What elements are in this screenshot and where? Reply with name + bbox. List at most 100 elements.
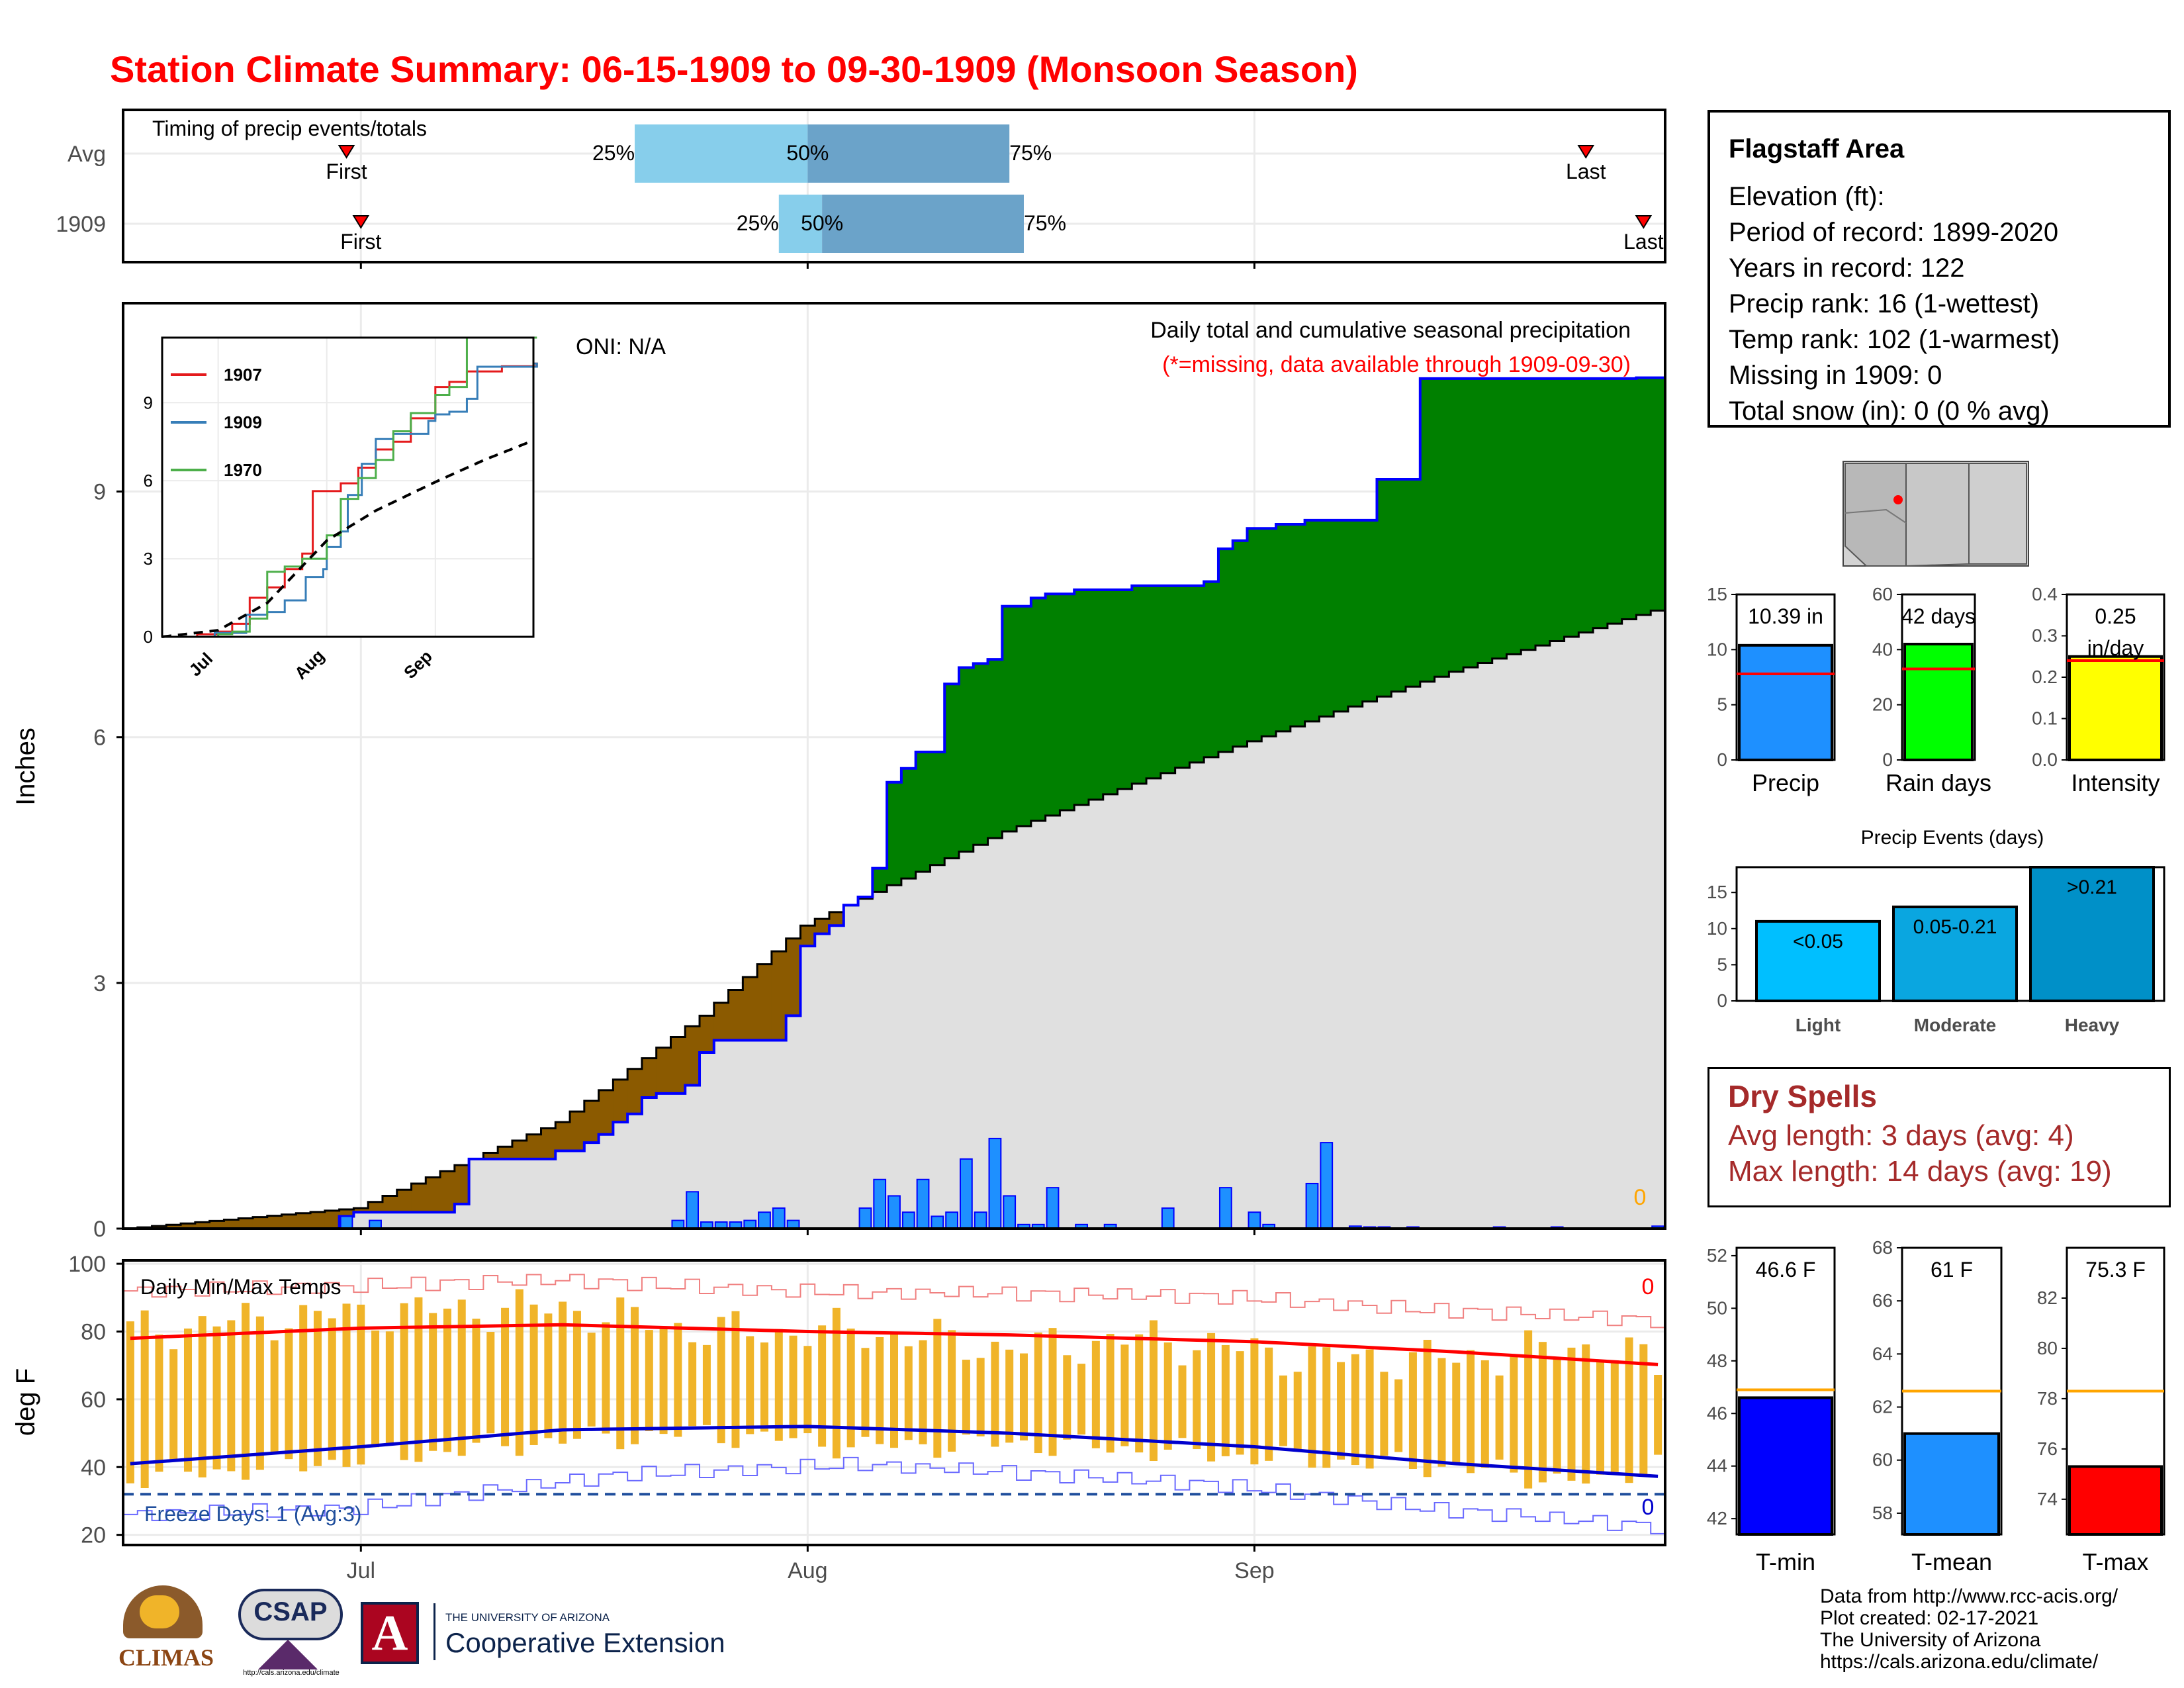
precip-climo-fill — [1406, 686, 1421, 1229]
precip-climo-fill — [426, 1212, 441, 1229]
precip-climo-fill — [1564, 636, 1579, 1229]
precip-daily-bar — [858, 1207, 872, 1230]
precip-above-avg-fill — [1060, 594, 1075, 810]
inset-legend-label-1909: 1909 — [224, 412, 262, 432]
precip-above-avg-fill — [901, 768, 917, 879]
temps-daily-bar — [746, 1336, 754, 1434]
precip-climo-fill — [1463, 667, 1479, 1229]
temps-daily-bar — [1408, 1352, 1417, 1470]
station-info-panel: Flagstaff Area Elevation (ft): Period of… — [1707, 110, 2171, 428]
temps-daily-bar — [803, 1346, 812, 1434]
precip-above-avg-fill — [1463, 378, 1479, 668]
temps-daily-bar — [674, 1323, 682, 1437]
timing-marker-last — [1577, 145, 1595, 159]
precip-climo-fill — [915, 871, 931, 1229]
precip-climo-fill — [743, 1040, 758, 1229]
precip-climo-fill — [800, 946, 815, 1229]
precip-climo-fill — [786, 1015, 801, 1229]
temps-daily-bar — [472, 1319, 480, 1443]
precip-daily-bar — [1046, 1187, 1060, 1230]
temps-daily-bar — [1351, 1354, 1359, 1466]
inset-legend-label-1970: 1970 — [224, 460, 262, 480]
temps-daily-bar — [1207, 1333, 1216, 1462]
climas-logo: CLIMAS — [110, 1585, 222, 1678]
temps-daily-bar — [242, 1303, 250, 1480]
tempbar-t-mean-category-label: T-mean — [1911, 1548, 1992, 1575]
totals-precip-value-label: 10.39 in — [1748, 604, 1823, 628]
footer-university: The University of Arizona — [1820, 1629, 2041, 1651]
temps-daily-bar — [342, 1303, 351, 1467]
precip-climo-fill — [1607, 624, 1623, 1229]
precip-climo-fill — [958, 851, 974, 1229]
precip-below-avg-fill — [267, 1215, 283, 1229]
temps-daily-bar — [587, 1333, 596, 1427]
precip-oni-label: ONI: N/A — [576, 334, 666, 359]
climas-logo-sun — [140, 1595, 179, 1628]
temps-daily-bar — [1077, 1364, 1086, 1435]
temps-daily-bar — [371, 1330, 380, 1448]
precip-below-avg-fill — [411, 1183, 426, 1213]
precip-below-avg-fill — [728, 990, 743, 1041]
precip-daily-bar — [873, 1178, 887, 1229]
precip-climo-fill — [1247, 741, 1262, 1229]
precip-above-avg-fill — [1593, 378, 1608, 628]
precip-daily-bar — [1161, 1207, 1175, 1230]
inset-plot-bg — [162, 338, 533, 637]
totals-intensity-unit-label: in/day — [2087, 636, 2144, 660]
precip-y-tick-label: 6 — [93, 726, 106, 751]
tempbar-t-max-y-tick-label: 74 — [2037, 1489, 2058, 1509]
events-y-tick-label: 0 — [1717, 990, 1727, 1011]
precip-below-avg-fill — [700, 1015, 715, 1053]
csap-logo-cloud — [238, 1589, 343, 1640]
precip-daily-bar — [686, 1191, 700, 1229]
precip-climo-fill — [1232, 746, 1248, 1229]
precip-climo-fill — [771, 1040, 787, 1229]
station-snow: Total snow (in): 0 (0 % avg) — [1729, 397, 2050, 426]
ua-extension-logo: A THE UNIVERSITY OF ARIZONA Cooperative … — [361, 1602, 758, 1675]
precip-above-avg-fill — [958, 667, 974, 852]
temps-daily-bar — [861, 1348, 870, 1437]
precip-climo-fill — [1103, 794, 1118, 1229]
temps-daily-bar — [1380, 1372, 1388, 1456]
tempbar-t-mean-y-tick-label: 58 — [1872, 1503, 1893, 1523]
ua-logo-divider — [433, 1603, 435, 1660]
precip-daily-bar — [945, 1211, 958, 1229]
precip-y-tick-label: 3 — [93, 971, 106, 996]
precip-below-avg-fill — [598, 1090, 614, 1135]
precip-climo-fill — [1304, 721, 1320, 1229]
temps-daily-bar — [1106, 1334, 1115, 1453]
timing-label-q75: 75% — [1009, 141, 1052, 165]
totals-bar-charts: 0 5 10 15 10.39 in Precip 0 20 40 60 42 days Rain d… — [1707, 584, 2165, 796]
precip-daily-bar — [887, 1195, 901, 1230]
station-missing: Missing in 1909: 0 — [1729, 361, 1942, 390]
precip-above-avg-fill — [872, 868, 887, 892]
temps-daily-bar — [414, 1297, 423, 1462]
station-period: Period of record: 1899-2020 — [1729, 218, 2059, 247]
temps-daily-bar — [659, 1327, 668, 1434]
precip-daily-bar — [931, 1215, 944, 1230]
temps-daily-bar — [1149, 1320, 1158, 1462]
temps-line-avg-tmax — [130, 1323, 1659, 1366]
precip-daily-bar — [772, 1207, 786, 1230]
precip-climo-fill — [440, 1212, 455, 1229]
precip-below-avg-fill — [296, 1213, 311, 1229]
precip-climo-fill — [887, 885, 902, 1229]
temps-daily-bar — [1654, 1375, 1662, 1455]
precip-climo-fill — [1060, 810, 1075, 1229]
precip-above-avg-fill — [1175, 585, 1191, 768]
precip-climo-fill — [526, 1158, 542, 1229]
precip-y-tick-label: 0 — [93, 1217, 106, 1242]
precip-above-avg-fill — [1406, 479, 1421, 687]
events-bar-label: <0.05 — [1793, 931, 1843, 953]
temps-daily-bar — [313, 1311, 322, 1466]
precip-above-avg-fill — [1017, 606, 1032, 826]
precip-above-avg-fill — [1045, 594, 1061, 816]
precip-climo-fill — [1391, 691, 1406, 1229]
inset-y-tick-label: 6 — [144, 471, 153, 491]
page-title: Station Climate Summary: 06-15-1909 to 0… — [110, 48, 1358, 90]
precip-above-avg-fill — [1420, 378, 1435, 682]
precip-climo-fill — [700, 1053, 715, 1229]
precip-below-avg-fill — [570, 1111, 585, 1151]
temps-daily-bar — [904, 1346, 913, 1440]
temps-daily-bar — [1495, 1375, 1504, 1460]
